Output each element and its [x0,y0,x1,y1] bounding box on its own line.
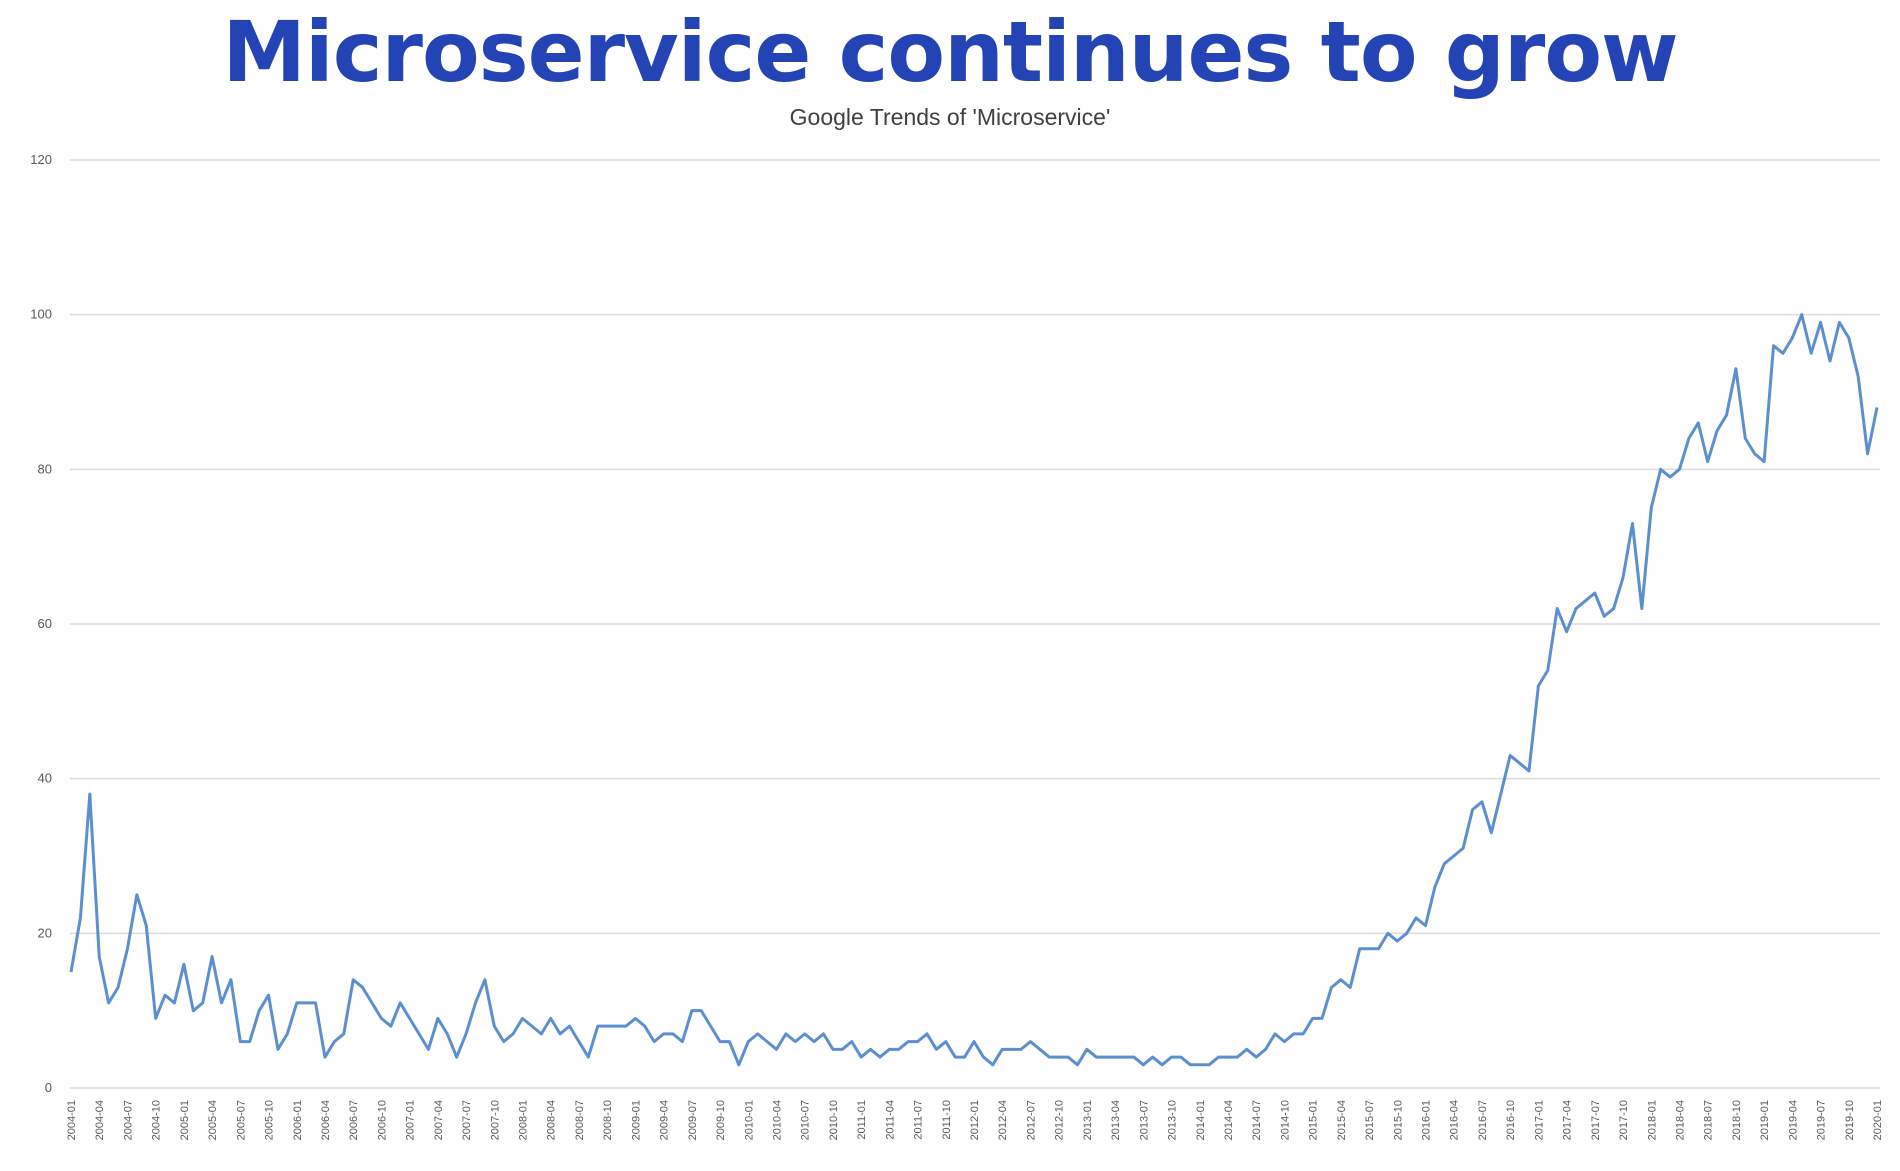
x-tick-label: 2012-01 [969,1100,981,1140]
x-tick-label: 2017-07 [1590,1100,1602,1140]
x-tick-label: 2009-10 [715,1100,727,1140]
x-tick-label: 2017-10 [1618,1100,1630,1140]
x-tick-label: 2013-10 [1167,1100,1179,1140]
y-tick-label: 100 [30,307,52,322]
x-tick-label: 2006-01 [292,1100,304,1140]
x-tick-label: 2005-04 [207,1100,219,1140]
x-tick-label: 2019-10 [1844,1100,1856,1140]
y-tick-label: 40 [38,771,52,786]
slide-title: Microservice continues to grow [222,3,1678,101]
x-tick-label: 2008-10 [602,1100,614,1140]
y-tick-label: 0 [45,1080,52,1095]
x-tick-label: 2015-01 [1308,1100,1320,1140]
y-tick-label: 80 [38,461,52,476]
x-tick-label: 2006-10 [376,1100,388,1140]
x-tick-label: 2013-04 [1110,1100,1122,1140]
x-tick-label: 2013-07 [1138,1100,1150,1140]
x-tick-label: 2010-07 [800,1100,812,1140]
x-tick-label: 2008-04 [546,1100,558,1140]
series-line-0 [69,313,1879,1067]
x-tick-label: 2013-01 [1082,1100,1094,1140]
x-tick-label: 2007-04 [433,1100,445,1140]
x-tick-label: 2012-07 [1025,1100,1037,1140]
x-tick-label: 2008-07 [574,1100,586,1140]
gridlines [70,159,1880,1089]
x-tick-label: 2015-10 [1392,1100,1404,1140]
x-tick-label: 2016-04 [1449,1100,1461,1140]
y-axis-tick-labels: 0 20 40 60 80 100 120 [30,152,52,1095]
x-tick-label: 2017-04 [1562,1100,1574,1140]
x-tick-label: 2019-07 [1816,1100,1828,1140]
x-tick-label: 2016-07 [1477,1100,1489,1140]
x-tick-label: 2005-07 [235,1100,247,1140]
x-tick-label: 2009-07 [687,1100,699,1140]
x-tick-label: 2011-10 [941,1100,953,1140]
x-tick-label: 2019-04 [1787,1100,1799,1140]
x-tick-label: 2009-04 [659,1100,671,1140]
x-tick-label: 2015-07 [1364,1100,1376,1140]
x-tick-label: 2018-07 [1703,1100,1715,1140]
x-tick-label: 2010-10 [828,1100,840,1140]
x-tick-label: 2020-01 [1872,1100,1884,1140]
x-tick-label: 2010-01 [743,1100,755,1140]
x-tick-label: 2014-07 [1251,1100,1263,1140]
y-tick-label: 120 [30,152,52,167]
x-tick-label: 2007-01 [405,1100,417,1140]
x-tick-label: 2004-10 [151,1100,163,1140]
x-tick-label: 2019-01 [1759,1100,1771,1140]
y-tick-label: 60 [38,616,52,631]
x-tick-label: 2010-04 [771,1100,783,1140]
chart-title: Google Trends of 'Microservice' [789,104,1111,130]
x-tick-label: 2014-01 [1195,1100,1207,1140]
x-tick-label: 2016-10 [1505,1100,1517,1140]
x-tick-label: 2018-04 [1674,1100,1686,1140]
x-tick-label: 2004-04 [94,1100,106,1140]
x-tick-label: 2012-10 [1054,1100,1066,1140]
x-tick-label: 2016-01 [1421,1100,1433,1140]
x-tick-label: 2017-01 [1533,1100,1545,1140]
x-tick-label: 2011-01 [856,1100,868,1140]
x-tick-label: 2009-01 [630,1100,642,1140]
x-tick-label: 2005-10 [264,1100,276,1140]
x-axis-tick-labels: 2004-01 2004-04 2004-07 2004-10 2005-01 2005-… [66,1100,1884,1140]
x-tick-label: 2005-01 [179,1100,191,1140]
x-tick-label: 2007-07 [461,1100,473,1140]
x-tick-label: 2018-10 [1731,1100,1743,1140]
series-layer [69,313,1879,1067]
x-tick-label: 2014-04 [1223,1100,1235,1140]
x-tick-label: 2011-04 [884,1100,896,1140]
x-tick-label: 2004-01 [66,1100,78,1140]
y-tick-label: 20 [38,925,52,940]
x-tick-label: 2008-01 [518,1100,530,1140]
x-tick-label: 2014-10 [1279,1100,1291,1140]
x-tick-label: 2012-04 [997,1100,1009,1140]
x-tick-label: 2006-04 [320,1100,332,1140]
x-tick-label: 2015-04 [1336,1100,1348,1140]
x-tick-label: 2004-07 [122,1100,134,1140]
x-tick-label: 2018-01 [1646,1100,1658,1140]
x-tick-label: 2011-07 [913,1100,925,1140]
x-tick-label: 2006-07 [348,1100,360,1140]
x-tick-label: 2007-10 [489,1100,501,1140]
